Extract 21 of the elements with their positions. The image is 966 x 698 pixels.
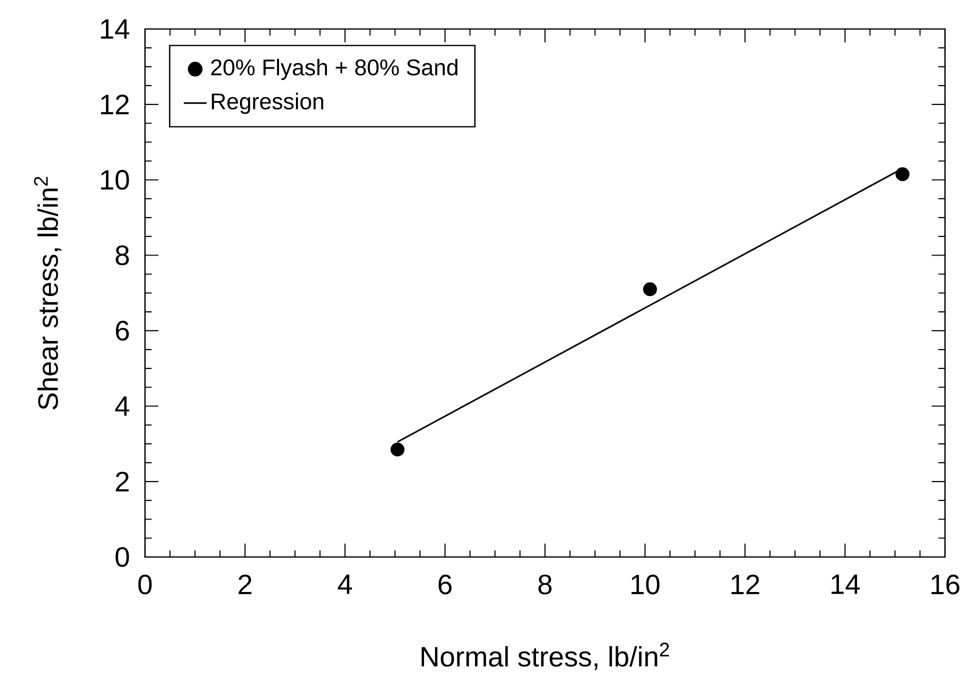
- x-tick-label: 0: [138, 574, 152, 594]
- legend-label: 20% Flyash + 80% Sand: [211, 58, 458, 80]
- y-axis-title: Shear stress, lb/in$^{2}$: [34, 176, 62, 410]
- x-tick-label: 6: [438, 574, 452, 594]
- y-tick-label: 12: [101, 94, 129, 114]
- x-tick-label: 4: [338, 574, 352, 594]
- legend-label: Regression: [212, 92, 324, 114]
- y-tick-label: 6: [116, 320, 129, 341]
- y-tick-label: 14: [101, 19, 130, 39]
- x-tick-label: 10: [632, 574, 660, 594]
- y-tick-label: 8: [116, 245, 129, 266]
- y-tick-label: 4: [115, 396, 130, 416]
- x-tick-label: 2: [238, 574, 252, 594]
- y-tick-label: 2: [116, 472, 129, 492]
- x-tick-label: 12: [732, 574, 760, 594]
- y-tick-label: 10: [101, 170, 129, 190]
- x-tick-label: 16: [932, 574, 960, 594]
- y-tick-label: 0: [116, 547, 129, 567]
- x-axis-title: Normal stress, lb/in$^{2}$: [422, 642, 669, 670]
- x-tick-label: 14: [832, 574, 860, 594]
- x-tick-label: 8: [538, 574, 552, 594]
